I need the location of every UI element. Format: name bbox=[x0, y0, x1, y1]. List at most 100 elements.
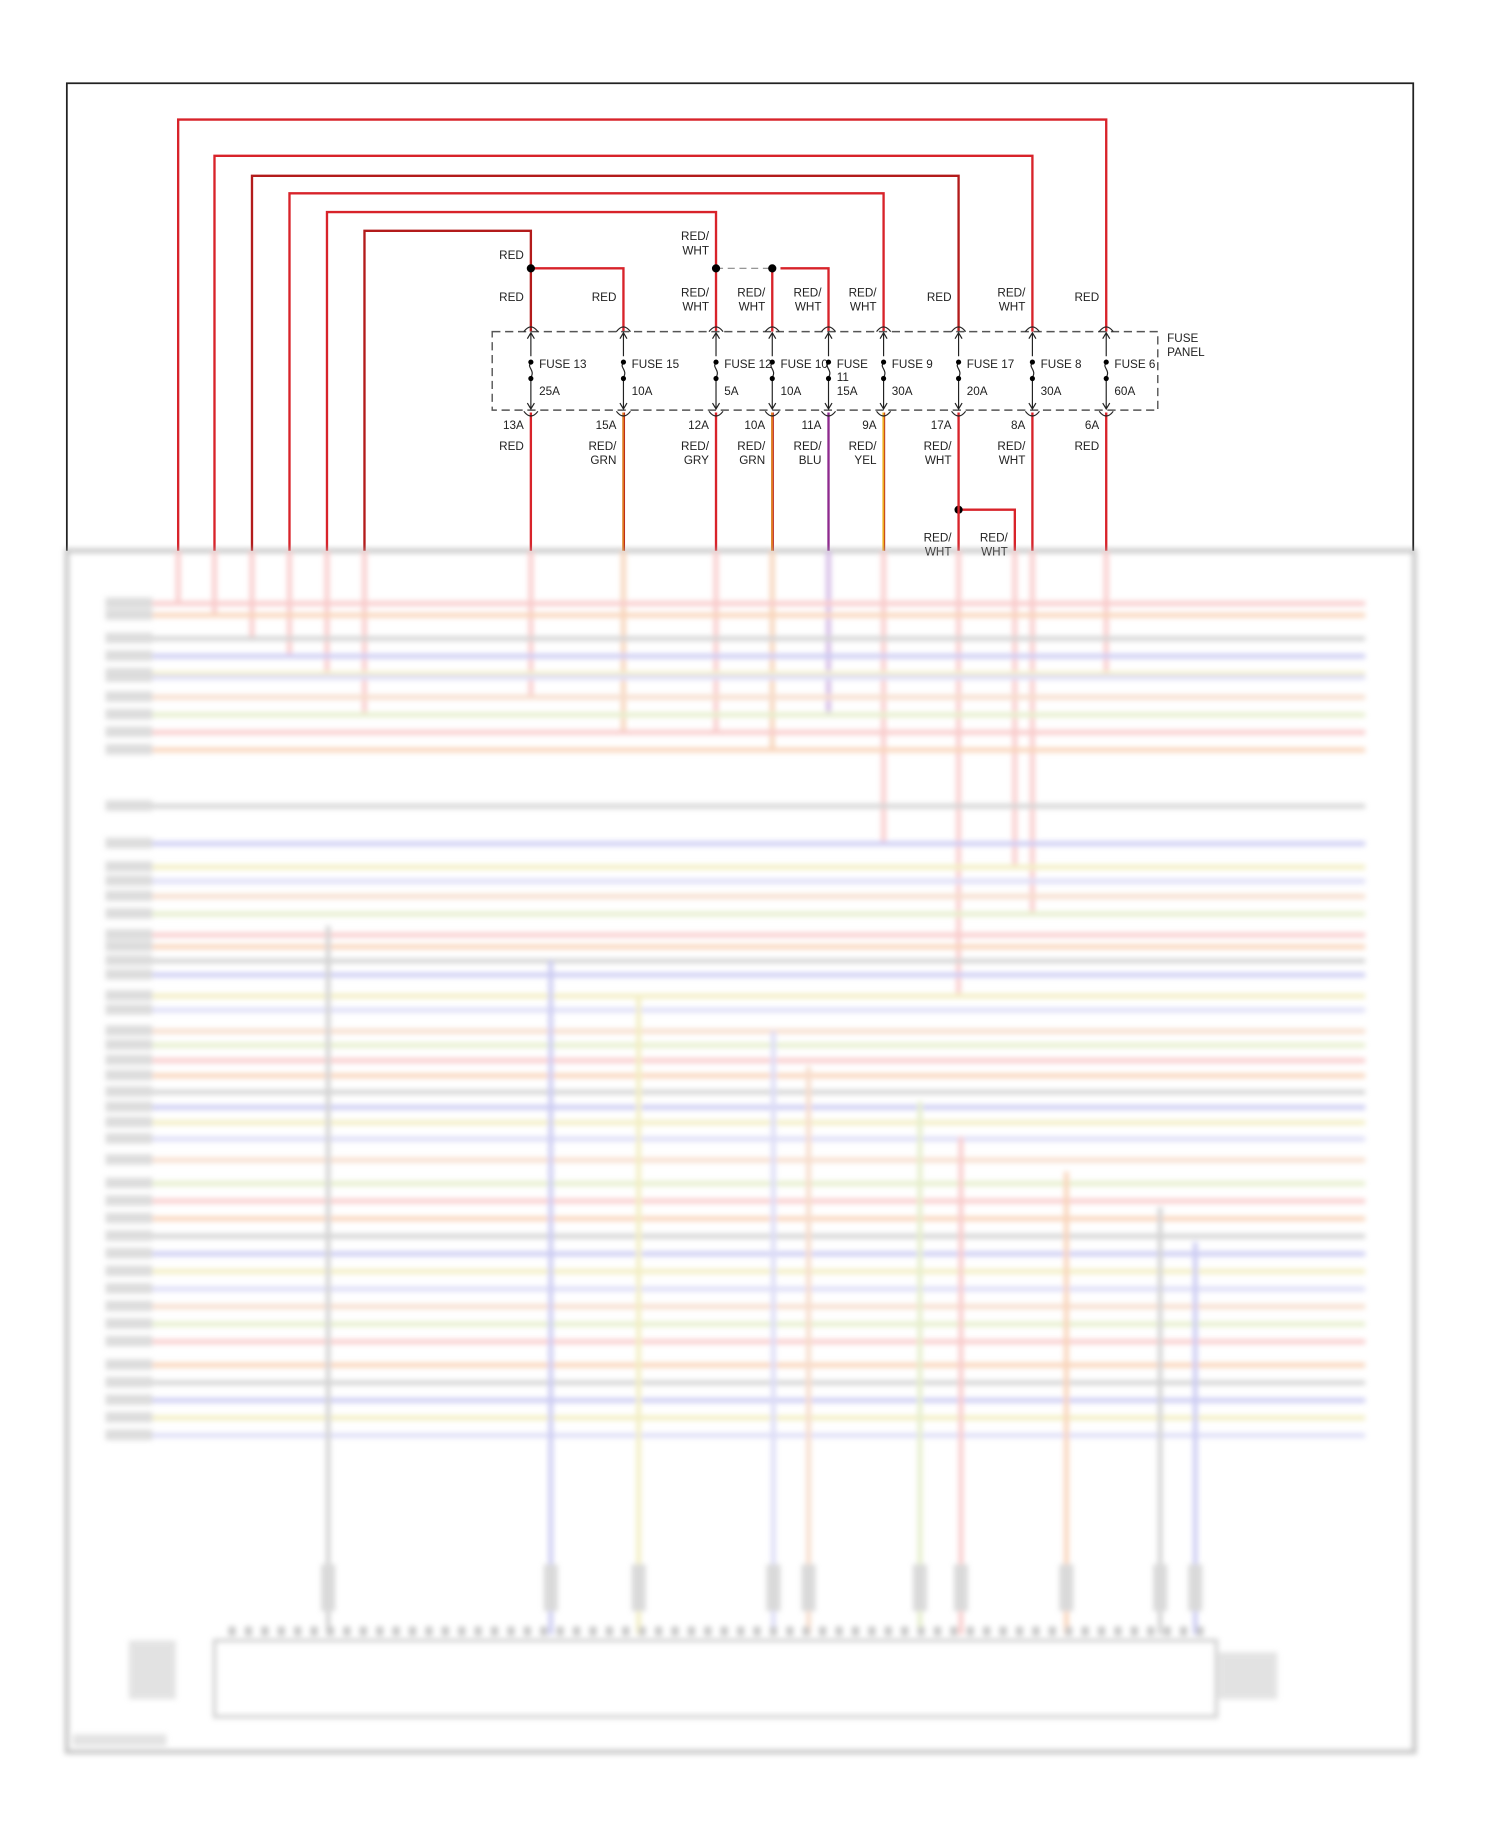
connector-top-icon bbox=[821, 326, 837, 332]
fuse-lead bbox=[1102, 331, 1111, 411]
output-wire-label: GRN bbox=[739, 454, 765, 467]
output-pin-label: 12A bbox=[688, 419, 709, 432]
branch-label-left: RED/ bbox=[924, 531, 953, 544]
output-pin-label: 8A bbox=[1011, 419, 1026, 432]
module-pin bbox=[1114, 1626, 1122, 1636]
fuse-terminal bbox=[713, 375, 719, 382]
module-pin bbox=[261, 1626, 269, 1636]
connector-label-block bbox=[105, 990, 153, 1001]
connector-top-icon bbox=[876, 326, 892, 332]
module-pin bbox=[573, 1626, 581, 1636]
input-wire-label: WHT bbox=[795, 301, 822, 314]
connector-label-block bbox=[105, 1039, 153, 1050]
connector-label-block bbox=[105, 1025, 153, 1036]
module-pin bbox=[1196, 1626, 1204, 1636]
connector-label-block bbox=[105, 650, 153, 661]
module-pin bbox=[933, 1626, 942, 1636]
module-pin bbox=[819, 1626, 827, 1636]
connector-label-block bbox=[105, 632, 153, 644]
feed-wire-fuse11 bbox=[780, 267, 830, 332]
connector-icon bbox=[321, 1564, 336, 1612]
input-wire-label: RED bbox=[592, 291, 617, 304]
fuse-terminal bbox=[713, 359, 719, 365]
output-pin-label: 10A bbox=[744, 419, 765, 432]
fuse-terminal bbox=[1029, 359, 1035, 365]
fuse-lead bbox=[824, 331, 833, 411]
connector-bottom-icon bbox=[1024, 410, 1040, 417]
fuse-terminal bbox=[825, 375, 832, 382]
input-wire-label: WHT bbox=[682, 301, 709, 314]
output-wire-label: GRN bbox=[590, 454, 616, 467]
connector-label-block bbox=[105, 597, 153, 609]
feed-wire-fuse13 bbox=[363, 229, 533, 551]
connector-top-icon bbox=[523, 326, 539, 332]
connector-label-block bbox=[105, 969, 153, 980]
fuse-rating: 25A bbox=[539, 385, 560, 398]
feed-wire-fuse15 bbox=[530, 267, 625, 332]
output-pin-label: 13A bbox=[503, 419, 524, 432]
fuse-terminal bbox=[620, 375, 627, 382]
fuse-terminal bbox=[769, 375, 775, 382]
fuse-name: FUSE 17 bbox=[967, 358, 1014, 371]
module-pin bbox=[441, 1626, 449, 1636]
connector-label-block bbox=[105, 726, 153, 738]
fuse-lead bbox=[712, 331, 721, 411]
fuse-lead bbox=[526, 331, 535, 411]
connector-label-block bbox=[105, 691, 153, 702]
module-pin bbox=[687, 1626, 695, 1636]
fuse-lead bbox=[1028, 331, 1037, 411]
connector-label-block bbox=[105, 1054, 153, 1066]
connector-label-block bbox=[105, 800, 153, 811]
module-pin bbox=[1180, 1626, 1188, 1636]
module-label-block bbox=[1218, 1652, 1278, 1700]
fuse-fuse-13: FUSE 13 25A RED 13A RED bbox=[499, 291, 587, 551]
footer-label-block bbox=[72, 1734, 167, 1746]
connector-icon bbox=[953, 1564, 968, 1612]
module-pin bbox=[917, 1626, 925, 1636]
fuse-fuse-6: FUSE 6 60A RED 6A RED bbox=[1074, 291, 1155, 551]
module-pin bbox=[326, 1626, 335, 1636]
module-pin bbox=[392, 1626, 400, 1636]
fuse-lead bbox=[768, 331, 777, 411]
module-pin bbox=[983, 1626, 991, 1636]
module-pin bbox=[802, 1626, 810, 1636]
connector-label-block bbox=[105, 1300, 153, 1312]
fuse-element-icon bbox=[881, 362, 886, 378]
output-wire-label: RED/ bbox=[794, 440, 823, 453]
connector-bottom-icon bbox=[764, 410, 780, 417]
diagram-frame bbox=[65, 82, 1415, 551]
connector-icon bbox=[766, 1564, 781, 1612]
connector-label-block bbox=[105, 1004, 153, 1015]
fuse-element-icon bbox=[956, 362, 961, 378]
module-pin bbox=[277, 1626, 285, 1636]
module-pin bbox=[753, 1626, 761, 1636]
module-pin bbox=[507, 1626, 515, 1636]
connector-label-block bbox=[105, 708, 153, 720]
splice-dot bbox=[768, 264, 777, 273]
fuse-element-icon bbox=[714, 362, 718, 378]
module-pin bbox=[737, 1626, 745, 1636]
connector-icon bbox=[912, 1564, 927, 1612]
fuse-terminal bbox=[956, 375, 962, 382]
output-wire-label: RED bbox=[499, 440, 524, 453]
input-wire-label: RED bbox=[1074, 291, 1099, 304]
module-pin bbox=[228, 1626, 236, 1636]
connector-bottom-icon bbox=[951, 410, 967, 417]
module-pin bbox=[966, 1626, 974, 1636]
module-pin bbox=[638, 1626, 646, 1636]
connector-top-icon bbox=[764, 326, 780, 332]
connector-label-block bbox=[105, 1359, 153, 1370]
output-pin-label: 17A bbox=[931, 419, 952, 432]
connector-label-block bbox=[105, 1283, 153, 1294]
fuse-rating: 20A bbox=[967, 385, 988, 398]
splice-dot bbox=[711, 264, 721, 273]
connector-label-block bbox=[105, 1154, 153, 1165]
module-pin bbox=[540, 1626, 548, 1636]
module-pin bbox=[704, 1626, 712, 1636]
module-pin bbox=[1048, 1626, 1056, 1636]
module-pin bbox=[1032, 1626, 1040, 1636]
fuse-rating: 5A bbox=[724, 385, 739, 398]
connector-label-block bbox=[105, 1247, 153, 1259]
fuse-fuse-8: FUSE 8 30A RED/WHT 8A RED/WHT bbox=[997, 286, 1082, 551]
